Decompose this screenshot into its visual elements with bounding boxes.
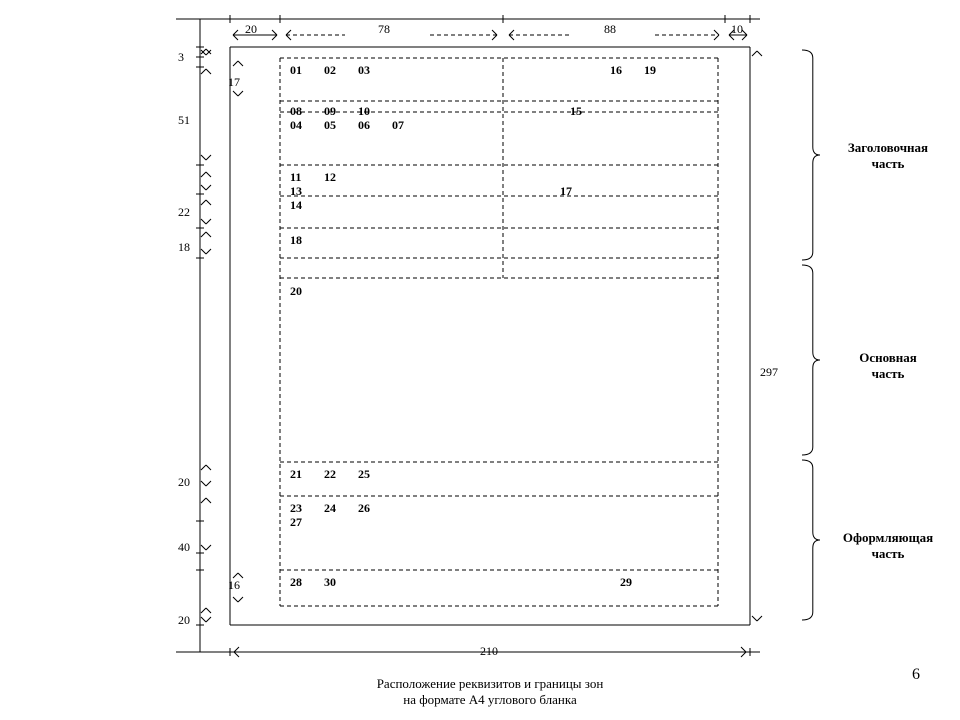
field-21: 21 [290, 467, 302, 481]
bottom-dim: 210 [480, 644, 498, 658]
field-26: 26 [358, 501, 370, 515]
field-13: 13 [290, 184, 302, 198]
field-04: 04 [290, 118, 302, 132]
left-dim: 40 [178, 540, 190, 554]
left-dim: 20 [178, 475, 190, 489]
field-23: 23 [290, 501, 302, 515]
field-14: 14 [290, 198, 302, 212]
caption: Расположение реквизитов и границы зонна … [300, 676, 680, 708]
field-03: 03 [358, 63, 370, 77]
label-header: Заголовочнаячасть [828, 140, 948, 172]
field-02: 02 [324, 63, 336, 77]
label-main: Основнаячасть [828, 350, 948, 382]
right-dim: 297 [760, 365, 778, 379]
field-16: 16 [610, 63, 622, 77]
left-dim: 20 [178, 613, 190, 627]
top-dim: 10 [731, 22, 743, 36]
field-09: 09 [324, 104, 336, 118]
field-22: 22 [324, 467, 336, 481]
inner-left-dim: 17 [228, 75, 240, 89]
field-20: 20 [290, 284, 302, 298]
field-18: 18 [290, 233, 302, 247]
field-12: 12 [324, 170, 336, 184]
field-19: 19 [644, 63, 656, 77]
field-06: 06 [358, 118, 370, 132]
label-footer: Оформляющаячасть [828, 530, 948, 562]
field-30: 30 [324, 575, 336, 589]
left-dim: 18 [178, 240, 190, 254]
field-28: 28 [290, 575, 302, 589]
field-11: 11 [290, 170, 301, 184]
page-number: 6 [912, 668, 920, 682]
left-dim: 51 [178, 113, 190, 127]
field-07: 07 [392, 118, 404, 132]
field-25: 25 [358, 467, 370, 481]
inner-left-dim: 16 [228, 578, 240, 592]
top-dim: 88 [604, 22, 616, 36]
left-dim: 22 [178, 205, 190, 219]
left-dim: 3 [178, 50, 184, 64]
field-17: 17 [560, 184, 572, 198]
field-24: 24 [324, 501, 336, 515]
field-10: 10 [358, 104, 370, 118]
diagram-svg [0, 0, 960, 720]
field-29: 29 [620, 575, 632, 589]
diagram-root: 20 78 88 10 3 51 22 18 20 40 20 17 16 210 297 01 02 03 16 1… [0, 0, 960, 720]
top-dim: 78 [378, 22, 390, 36]
field-08: 08 [290, 104, 302, 118]
field-05: 05 [324, 118, 336, 132]
field-01: 01 [290, 63, 302, 77]
field-15: 15 [570, 104, 582, 118]
field-27: 27 [290, 515, 302, 529]
top-dim: 20 [245, 22, 257, 36]
